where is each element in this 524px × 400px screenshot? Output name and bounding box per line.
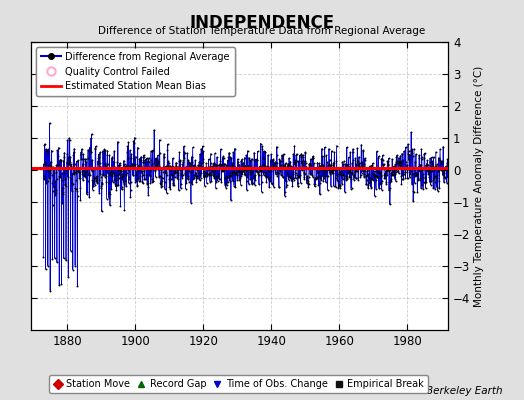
- Text: Difference of Station Temperature Data from Regional Average: Difference of Station Temperature Data f…: [99, 26, 425, 36]
- Legend: Station Move, Record Gap, Time of Obs. Change, Empirical Break: Station Move, Record Gap, Time of Obs. C…: [49, 375, 428, 393]
- Text: INDEPENDENCE: INDEPENDENCE: [190, 14, 334, 32]
- Text: Berkeley Earth: Berkeley Earth: [427, 386, 503, 396]
- Legend: Difference from Regional Average, Quality Control Failed, Estimated Station Mean: Difference from Regional Average, Qualit…: [36, 47, 235, 96]
- Y-axis label: Monthly Temperature Anomaly Difference (°C): Monthly Temperature Anomaly Difference (…: [474, 65, 484, 307]
